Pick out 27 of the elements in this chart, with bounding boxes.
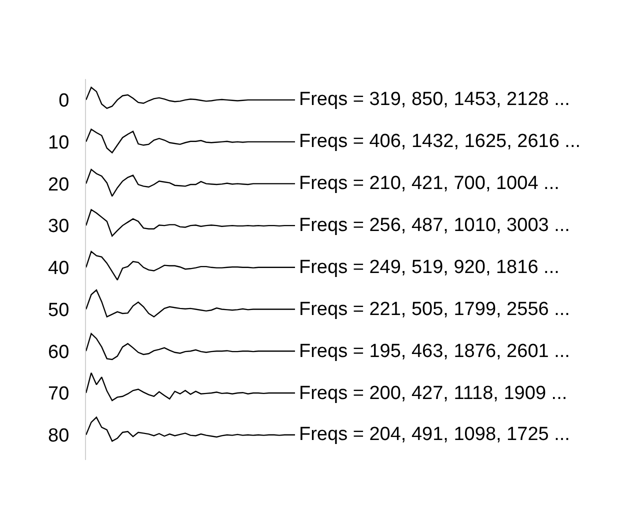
series-label: Freqs = 221, 505, 1799, 2556 ...	[299, 299, 570, 320]
series-label: Freqs = 210, 421, 700, 1004 ...	[299, 173, 560, 194]
y-tick-label: 0	[58, 90, 70, 112]
y-tick-label: 40	[48, 258, 70, 280]
y-tick-label: 50	[48, 300, 70, 321]
line-series	[86, 209, 295, 237]
y-tick-label: 10	[48, 132, 70, 154]
line-series	[86, 168, 295, 197]
y-tick-label: 30	[48, 216, 70, 238]
line-series	[86, 372, 295, 402]
y-tick-label: 70	[48, 384, 70, 405]
series-label: Freqs = 204, 491, 1098, 1725 ...	[299, 424, 570, 445]
y-tick-label: 20	[48, 174, 70, 196]
line-series	[86, 416, 295, 442]
series-label: Freqs = 195, 463, 1876, 2601 ...	[299, 341, 570, 362]
line-series	[86, 332, 295, 360]
line-series	[86, 128, 295, 154]
line-series	[86, 250, 295, 281]
line-series	[86, 86, 295, 109]
series-label: Freqs = 200, 427, 1118, 1909 ...	[299, 383, 568, 404]
series-label: Freqs = 249, 519, 920, 1816 ...	[299, 257, 560, 278]
y-tick-label: 60	[48, 342, 70, 363]
line-series	[86, 289, 295, 318]
series-label: Freqs = 319, 850, 1453, 2128 ...	[299, 89, 570, 110]
series-label: Freqs = 406, 1432, 1625, 2616 ...	[299, 131, 581, 152]
y-tick-label: 80	[48, 426, 70, 447]
series-label: Freqs = 256, 487, 1010, 3003 ...	[299, 215, 570, 236]
